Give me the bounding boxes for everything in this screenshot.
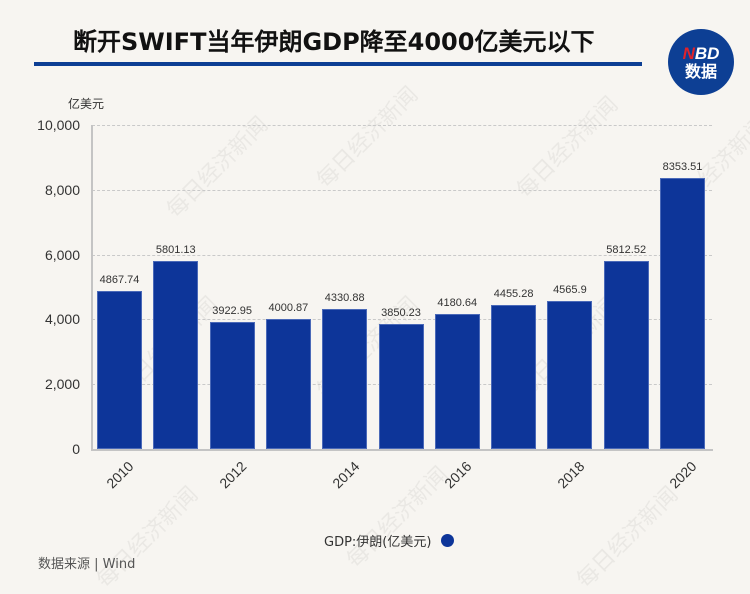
data-source: 数据来源 | Wind xyxy=(38,557,136,572)
logo-bd-letters: BD xyxy=(694,43,720,63)
y-tick-label: 6,000 xyxy=(44,247,80,263)
y-tick-label: 4,000 xyxy=(44,311,80,327)
y-axis-unit-label: 亿美元 xyxy=(68,97,105,111)
logo-data-text: 数据 xyxy=(684,61,717,81)
bar-value-label: 3850.23 xyxy=(381,307,421,320)
bar-value-label: 4000.87 xyxy=(268,302,309,315)
bar-2018[interactable] xyxy=(547,301,593,449)
bar-2012[interactable] xyxy=(209,321,255,449)
bar-value-label: 4565.9 xyxy=(553,284,587,297)
watermark-text: 每日经济新闻 xyxy=(92,482,204,594)
legend-marker-icon xyxy=(441,534,455,547)
gridline xyxy=(92,125,712,126)
logo-nbd-text: NBD xyxy=(683,45,720,62)
nbd-data-logo: NBD 数据 xyxy=(668,29,734,95)
bar-2011[interactable] xyxy=(153,261,199,449)
bar-2013[interactable] xyxy=(265,319,311,449)
bar-value-label: 4867.74 xyxy=(99,274,140,287)
gridline xyxy=(92,190,712,191)
bar-value-label: 4180.64 xyxy=(437,296,478,309)
y-tick-label: 8,000 xyxy=(44,182,80,198)
chart-title: 断开SWIFT当年伊朗GDP降至4000亿美元以下 xyxy=(73,28,595,56)
x-tick-label: 2016 xyxy=(441,458,475,492)
bar-2020[interactable] xyxy=(660,178,705,449)
bar-value-label: 4330.88 xyxy=(324,291,365,304)
bar-value-label: 8353.51 xyxy=(662,161,703,174)
logo-n-letter: N xyxy=(682,43,695,63)
x-tick-label: 2018 xyxy=(553,458,588,492)
bar-2016[interactable] xyxy=(434,313,480,449)
bar-2019[interactable] xyxy=(603,260,649,449)
bar-value-label: 4455.28 xyxy=(493,287,534,300)
legend-label: GDP:伊朗(亿美元) xyxy=(324,535,432,550)
x-tick-label: 2012 xyxy=(216,458,250,492)
y-axis-line xyxy=(91,125,93,450)
bar-2015[interactable] xyxy=(378,324,424,449)
bar-value-label: 5801.13 xyxy=(155,244,196,256)
bar-2014[interactable] xyxy=(322,308,368,449)
gridline xyxy=(92,255,712,256)
title-underline xyxy=(34,62,642,66)
x-tick-label: 2014 xyxy=(328,458,363,492)
bar-2010[interactable] xyxy=(97,291,142,449)
x-tick-label: 2010 xyxy=(103,458,137,492)
bar-value-label: 5812.52 xyxy=(606,243,647,256)
y-tick-label: 2,000 xyxy=(44,376,80,392)
watermark-text: 每日经济新闻 xyxy=(512,92,624,204)
bar-value-label: 3922.95 xyxy=(212,304,252,317)
x-axis-line xyxy=(91,449,713,451)
y-tick-label: 10,000 xyxy=(37,117,80,133)
bar-2017[interactable] xyxy=(491,304,537,449)
x-tick-label: 2020 xyxy=(666,458,700,492)
watermark-text: 每日经济新闻 xyxy=(312,82,424,194)
y-tick-label: 0 xyxy=(72,441,80,457)
chart-legend[interactable]: GDP:伊朗(亿美元) xyxy=(324,531,455,550)
gridline xyxy=(92,319,712,320)
watermark-text: 每日经济新闻 xyxy=(572,482,684,594)
